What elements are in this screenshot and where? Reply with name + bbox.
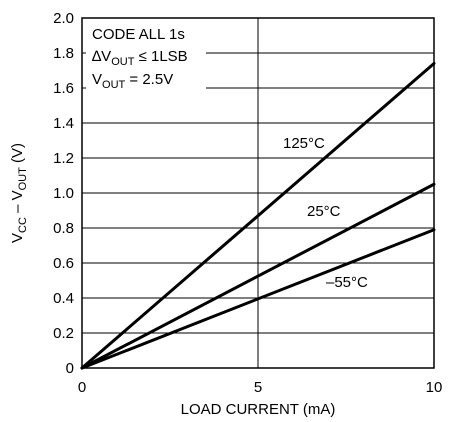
condition-line-2: ∆VOUT ≤ 1LSB — [92, 48, 188, 68]
y-tick-label-10: 2.0 — [53, 10, 74, 27]
y-tick-labels: 0 0.2 0.4 0.6 0.8 1.0 1.2 1.4 1.6 1.8 2.0 — [53, 10, 74, 377]
condition-line-3: VOUT = 2.5V — [92, 71, 173, 91]
x-tick-label-1: 5 — [254, 379, 262, 396]
series-label-25c: 25°C — [307, 203, 341, 220]
grid-lines — [82, 18, 434, 368]
x-tick-label-2: 10 — [426, 379, 443, 396]
conditions-box — [86, 21, 206, 99]
series-line-125c — [80, 62, 436, 370]
y-tick-label-2: 0.4 — [53, 290, 74, 307]
y-tick-label-4: 0.8 — [53, 220, 74, 237]
y-axis-label: VCC – VOUT (V) — [9, 143, 29, 243]
x-axis-label: LOAD CURRENT (mA) — [181, 401, 336, 418]
y-tick-label-7: 1.4 — [53, 115, 74, 132]
y-tick-label-8: 1.6 — [53, 80, 74, 97]
series-label-125c: 125°C — [283, 135, 325, 152]
series-label-minus55c: –55°C — [326, 274, 368, 291]
y-tick-label-0: 0 — [66, 360, 74, 377]
series-line-25c — [80, 182, 436, 370]
x-tick-label-0: 0 — [78, 379, 86, 396]
y-tick-label-1: 0.2 — [53, 325, 74, 342]
condition-line-1: CODE ALL 1s — [92, 26, 185, 43]
plot-frame — [81, 17, 435, 369]
y-tick-label-9: 1.8 — [53, 45, 74, 62]
series-lines — [80, 62, 436, 370]
series-line-minus55c — [80, 228, 436, 370]
y-tick-label-6: 1.2 — [53, 150, 74, 167]
y-tick-label-5: 1.0 — [53, 185, 74, 202]
y-tick-label-3: 0.6 — [53, 255, 74, 272]
x-tick-labels: 0 5 10 — [78, 379, 443, 396]
